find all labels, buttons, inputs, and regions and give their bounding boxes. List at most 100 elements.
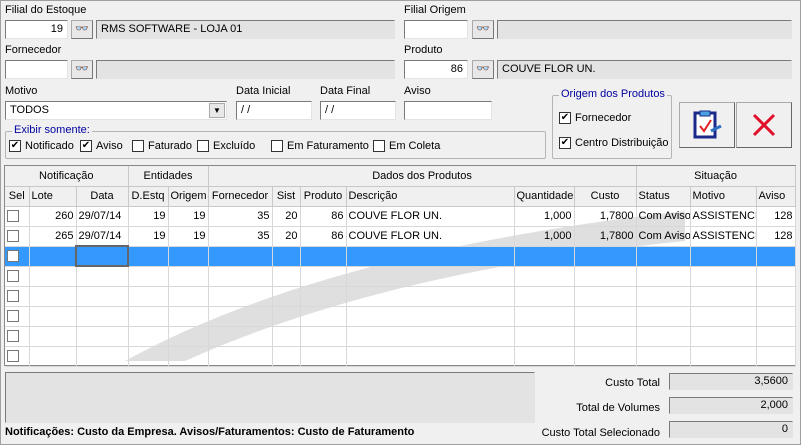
confirm-button[interactable]: [679, 102, 735, 148]
data-inicial-input[interactable]: / /: [236, 101, 312, 120]
cell-produto: 86: [300, 206, 347, 227]
column-header[interactable]: Lote: [29, 186, 77, 207]
cell-produto: [300, 286, 347, 307]
select-checkbox[interactable]: [5, 266, 30, 287]
select-checkbox[interactable]: [5, 286, 30, 307]
filial-origem-code-input[interactable]: [404, 20, 468, 39]
column-header[interactable]: Sist: [272, 186, 301, 207]
checkmark-icon: ✔: [559, 112, 571, 125]
cell-data: [75, 245, 129, 267]
filial-origem-search-button[interactable]: 👓: [472, 20, 494, 39]
table-row[interactable]: [5, 346, 796, 367]
filial-estoque-label: Filial do Estoque: [5, 4, 87, 16]
cell-destq: 19: [128, 206, 169, 227]
checkbox-label: Notificado: [25, 140, 74, 152]
produto-name: COUVE FLOR UN.: [497, 60, 792, 79]
cell-destq: [128, 266, 169, 287]
cell-origem: [168, 246, 209, 267]
checkbox-aviso[interactable]: ✔ Aviso: [80, 140, 123, 153]
table-row[interactable]: [5, 286, 796, 307]
aviso-input[interactable]: [404, 101, 492, 120]
cell-quantidade: [514, 246, 575, 267]
filial-origem-label: Filial Origem: [404, 4, 466, 16]
motivo-select[interactable]: TODOS: [5, 101, 227, 120]
group-header: Dados dos Produtos: [208, 166, 637, 187]
checkbox-faturado[interactable]: Faturado: [132, 140, 192, 153]
cell-custo: [574, 286, 637, 307]
column-header[interactable]: Origem: [168, 186, 209, 207]
red-x-icon: [752, 113, 776, 137]
cell-descrio: [346, 346, 515, 367]
cell-sist: [272, 266, 301, 287]
cell-sist: [272, 286, 301, 307]
chevron-down-icon[interactable]: ▼: [209, 103, 225, 118]
data-final-input[interactable]: / /: [320, 101, 396, 120]
checkbox-fornecedor[interactable]: ✔ Fornecedor: [559, 112, 631, 125]
checkbox-em-coleta[interactable]: Em Coleta: [373, 140, 440, 153]
checkbox-label: Em Faturamento: [287, 140, 369, 152]
cancel-button[interactable]: [736, 102, 792, 148]
column-header[interactable]: Custo: [574, 186, 637, 207]
cell-status: [636, 286, 691, 307]
cell-destq: [128, 306, 169, 327]
table-row[interactable]: 265 29/07/14 19 19 35 20 86 COUVE FLOR UN. 1,000…: [5, 226, 796, 247]
select-checkbox[interactable]: [5, 306, 30, 327]
table-row[interactable]: [5, 306, 796, 327]
cell-quantidade: [514, 266, 575, 287]
table-row[interactable]: [5, 266, 796, 287]
table-row[interactable]: 260 29/07/14 19 19 35 20 86 COUVE FLOR UN. 1,000…: [5, 206, 796, 227]
checkbox-notificado[interactable]: ✔ Notificado: [9, 140, 74, 153]
cell-custo: [574, 306, 637, 327]
checkbox-centro-distribuicao[interactable]: ✔ Centro Distribuição: [559, 137, 669, 150]
custo-total-label: Custo Total: [605, 377, 660, 389]
table-row[interactable]: [5, 326, 796, 347]
select-checkbox[interactable]: [5, 246, 30, 267]
cell-custo: [574, 266, 637, 287]
cell-custo: [574, 326, 637, 347]
cell-origem: [168, 306, 209, 327]
produto-code-input[interactable]: 86: [404, 60, 468, 79]
results-grid[interactable]: Notificação Entidades Dados dos Produtos…: [4, 165, 796, 367]
cell-quantidade: [514, 346, 575, 367]
fornecedor-search-button[interactable]: 👓: [71, 60, 93, 79]
column-header[interactable]: Produto: [300, 186, 347, 207]
cell-sist: 20: [272, 226, 301, 247]
cell-produto: [300, 306, 347, 327]
fornecedor-code-input[interactable]: [5, 60, 68, 79]
cell-status: [636, 306, 691, 327]
cell-quantidade: [514, 306, 575, 327]
column-header[interactable]: D.Estq: [128, 186, 169, 207]
column-header[interactable]: Aviso: [756, 186, 796, 207]
column-header[interactable]: Quantidade: [514, 186, 575, 207]
column-header[interactable]: Descrição: [346, 186, 515, 207]
checkbox-em-faturamento[interactable]: Em Faturamento: [271, 140, 369, 153]
cell-sist: [272, 246, 301, 267]
column-header[interactable]: Status: [636, 186, 691, 207]
select-checkbox[interactable]: [5, 326, 30, 347]
column-header[interactable]: Data: [76, 186, 129, 207]
cell-descrio: [346, 286, 515, 307]
cell-descrio: [346, 306, 515, 327]
exibir-somente-group: Exibir somente:: [5, 124, 546, 159]
column-header[interactable]: Motivo: [690, 186, 757, 207]
cell-descrio: [346, 326, 515, 347]
checkbox-label: Centro Distribuição: [575, 137, 669, 149]
select-checkbox[interactable]: [5, 346, 30, 367]
column-header[interactable]: Sel: [5, 186, 30, 207]
notes-memo[interactable]: [5, 372, 535, 423]
select-checkbox[interactable]: [5, 226, 30, 247]
select-checkbox[interactable]: [5, 206, 30, 227]
filial-estoque-search-button[interactable]: 👓: [71, 20, 93, 39]
cell-custo: 1,7800: [574, 206, 637, 227]
custo-selecionado-label: Custo Total Selecionado: [541, 427, 660, 439]
column-header[interactable]: Fornecedor: [208, 186, 273, 207]
cell-descrio: COUVE FLOR UN.: [346, 206, 515, 227]
cell-produto: 86: [300, 226, 347, 247]
binoculars-icon: 👓: [75, 63, 89, 75]
group-header: Situação: [636, 166, 796, 187]
table-row[interactable]: [5, 245, 796, 267]
cell-data: [76, 346, 129, 367]
produto-search-button[interactable]: 👓: [472, 60, 494, 79]
checkbox-excluido[interactable]: Excluído: [197, 140, 255, 153]
filial-estoque-code-input[interactable]: 19: [5, 20, 68, 39]
